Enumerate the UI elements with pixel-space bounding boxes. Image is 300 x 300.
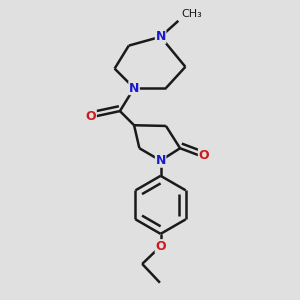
Text: N: N [129,82,139,94]
Text: O: O [199,149,209,162]
Text: O: O [155,240,166,253]
Text: N: N [155,30,166,43]
Text: N: N [155,154,166,167]
Text: O: O [85,110,96,123]
Text: CH₃: CH₃ [181,9,202,19]
